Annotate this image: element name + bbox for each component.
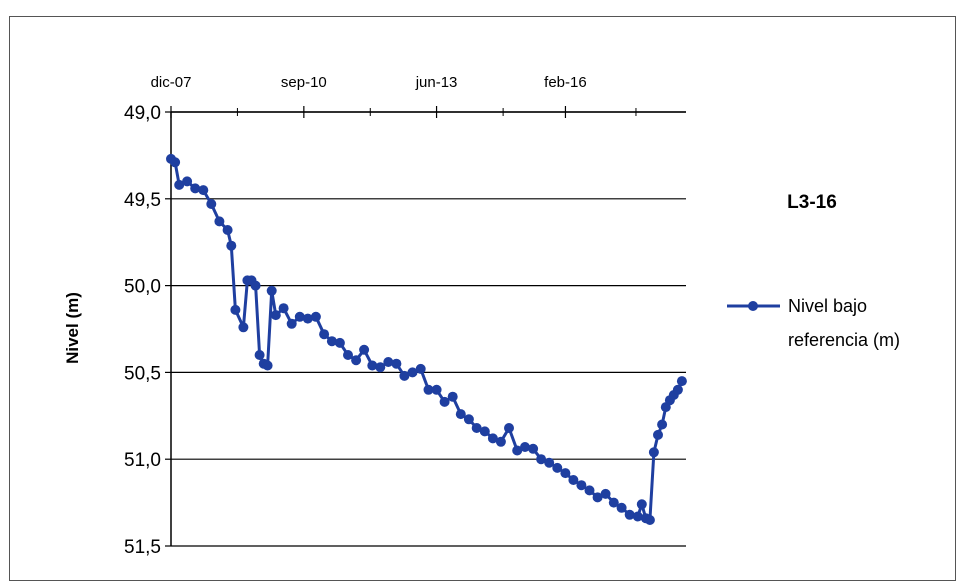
data-point-42 [455,409,466,420]
data-point-44 [471,423,482,433]
data-point-39 [431,384,442,395]
data-point-11 [238,322,249,333]
data-point-63 [624,509,635,520]
data-point-5 [198,185,209,196]
data-point-27 [334,337,345,348]
data-point-7 [214,216,225,227]
data-point-28 [343,350,353,360]
data-point-1 [170,157,181,168]
legend-point-marker [748,301,758,311]
data-point-15 [254,350,265,360]
data-point-22 [294,311,305,322]
data-point-68 [648,447,659,458]
data-point-75 [676,376,687,387]
x-tick-label-3: feb-16 [544,74,587,91]
data-point-53 [544,457,555,468]
data-point-40 [439,396,450,407]
axes [170,111,686,546]
data-point-24 [310,311,321,322]
legend: Nivel bajo referencia (m) [727,296,900,350]
data-point-32 [375,362,386,373]
data-point-70 [657,419,668,430]
y-tick-label-0: 49,0 [124,103,161,124]
data-point-20 [278,303,289,314]
data-point-36 [407,367,418,378]
data-point-65 [636,499,647,510]
data-point-59 [592,492,603,503]
data-point-34 [391,358,402,369]
y-tick-label-4: 51,0 [124,450,161,471]
data-point-30 [359,344,370,355]
data-point-10 [230,304,241,315]
data-point-67 [644,515,655,525]
legend-label-line-1: Nivel bajo [788,296,867,316]
y-tick-label-5: 51,5 [124,537,161,558]
data-point-54 [552,462,563,473]
data-point-50 [520,442,530,452]
data-point-55 [560,468,571,479]
data-point-35 [399,370,410,381]
data-point-26 [326,336,337,347]
y-tick-label-1: 49,5 [124,190,161,211]
data-point-62 [616,502,627,513]
data-point-38 [423,384,434,395]
y-tick-labels: 49,0 49,5 50,0 50,5 51,0 51,5 [124,103,171,558]
data-point-21 [286,318,297,329]
y-tick-label-3: 50,5 [124,363,161,384]
data-point-18 [266,285,277,296]
legend-label-line-2: referencia (m) [788,330,900,350]
y-axis-label: Nivel (m) [63,292,82,364]
data-point-41 [447,391,458,402]
data-point-4 [190,183,201,194]
data-point-57 [576,480,587,491]
data-point-58 [584,485,595,496]
x-tick-label-0: dic-07 [151,74,192,91]
data-point-23 [302,313,313,324]
data-point-56 [568,475,579,485]
data-point-25 [319,329,330,340]
data-point-37 [415,363,426,374]
gridlines [171,111,686,547]
data-point-43 [463,414,474,425]
x-tick-label-2: jun-13 [415,74,458,91]
x-tick-label-1: sep-10 [281,74,327,91]
data-point-3 [182,176,193,187]
data-point-33 [383,357,394,367]
data-point-49 [512,445,523,456]
data-point-69 [653,429,663,440]
data-point-61 [608,497,619,508]
data-point-46 [487,433,498,444]
data-point-60 [600,488,611,499]
data-point-64 [632,511,643,522]
data-point-52 [536,454,547,465]
data-point-2 [174,179,185,190]
chart-frame [9,16,956,581]
data-point-45 [479,426,490,437]
data-point-48 [504,423,514,433]
data-point-74 [672,384,683,395]
data-point-17 [262,360,273,371]
data-point-47 [495,436,506,447]
data-point-31 [367,360,378,371]
data-point-14 [250,280,261,291]
x-tick-labels: dic-07 sep-10 jun-13 feb-16 [151,74,637,118]
data-point-9 [226,240,237,251]
chart-title: L3-16 [787,192,837,213]
data-point-6 [206,199,217,209]
data-point-51 [528,443,539,454]
data-point-29 [351,355,362,366]
y-tick-label-2: 50,0 [124,277,161,298]
series-layer [166,153,687,525]
data-point-19 [270,310,281,321]
series-line-0 [170,157,684,522]
data-point-8 [222,225,233,235]
